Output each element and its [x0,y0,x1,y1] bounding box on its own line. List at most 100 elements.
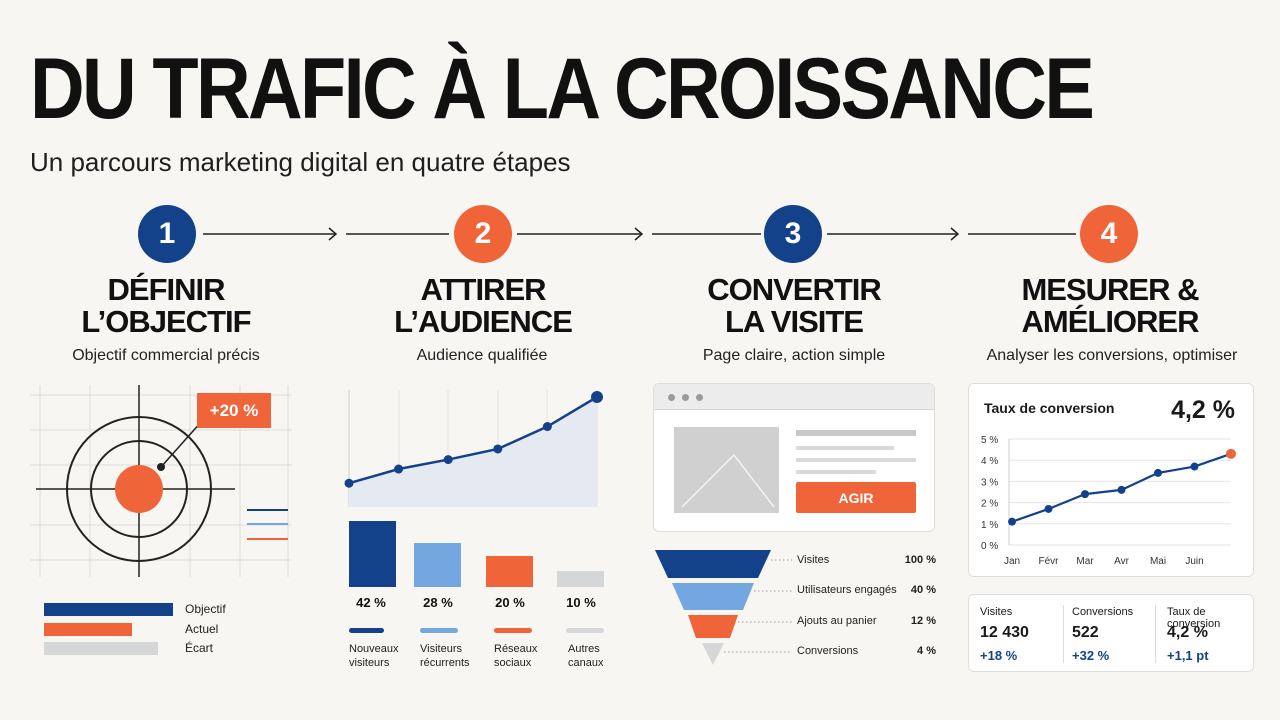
funnel-label-visits: Visites [797,554,830,566]
target-outer-ring [66,416,212,562]
conversion-funnel [655,550,792,665]
step-3-title: CONVERTIR LA VISITE [707,272,882,339]
y-tick-label: 1 % [981,520,998,531]
bar-pct-returning: 28 % [423,595,453,610]
conversion-rate-card: Taux de conversion 4,2 % 0 % 1 % 2 % 3 % 4 %… [968,383,1254,577]
step-4-subtitle: Analyser les conversions, optimiser [986,347,1238,364]
image-placeholder-icon [674,427,779,513]
target-bullseye [115,465,163,513]
x-tick-label: Avr [1114,556,1129,567]
step-flow-arrows [203,227,1076,241]
legend-objective: Objectif [185,602,226,616]
funnel-stage-cart [688,615,738,638]
page-title: DU TRAFIC À LA CROISSANCE [30,41,1095,137]
step-2-subtitle: Audience qualifiée [416,347,548,364]
kpi-visits-delta: +18 % [980,648,1018,663]
kpi-visits-value: 12 430 [980,624,1029,641]
x-tick-label: Mar [1076,556,1094,567]
kpi-rate-value: 4,2 % [1167,624,1208,641]
gap-bar [44,642,158,655]
kpi-rate-label: Taux de conversion [1167,606,1221,630]
target-illustration [30,385,292,577]
funnel-label-conversions: Conversions [797,645,859,657]
rate-point [1044,504,1053,513]
step-3-subtitle: Page claire, action simple [702,347,886,364]
kpi-conversions-label: Conversions [1072,606,1134,618]
x-tick-label: Juin [1185,556,1203,567]
y-tick-label: 4 % [981,456,998,467]
kpi-conversions-value: 522 [1072,624,1099,641]
audience-bar [486,555,533,587]
y-tick-label: 0 % [981,541,998,552]
y-tick-label: 3 % [981,477,998,488]
x-tick-label: Jan [1004,556,1020,567]
audience-bar [414,543,461,587]
kpi-summary-card: Visites 12 430 +18 % Conversions 522 +32… [968,594,1254,672]
bar-pct-new: 42 % [356,595,386,610]
legend-actual: Actuel [185,622,219,636]
audience-bar [557,571,604,587]
funnel-label-cart: Ajouts au panier [797,615,877,627]
step-3-badge: 3 [764,205,822,263]
funnel-stage-conversions [702,643,724,665]
audience-bar [349,521,396,587]
rate-point [1190,462,1199,471]
x-tick-label: Mai [1150,556,1166,567]
funnel-pct-conversions: 4 % [917,645,936,657]
bar-pct-other: 10 % [566,595,596,610]
actual-bar [44,623,132,636]
trend-point [344,478,354,488]
rate-point [1081,490,1089,499]
trend-point [443,455,453,465]
y-tick-label: 2 % [981,499,998,510]
page-subtitle: Un parcours marketing digital en quatre … [30,147,571,177]
funnel-stage-engaged [672,583,754,610]
funnel-stage-visits [655,550,771,578]
kpi-visits-label: Visites [980,606,1013,618]
step-1-title: DÉFINIR L’OBJECTIF [81,272,251,339]
step-2-title: ATTIRER L’AUDIENCE [394,272,573,339]
legend-label-returning: Visiteurs récurrents [420,643,470,669]
headline-rate: 4,2 % [1171,396,1235,424]
legend-label-social: Réseaux sociaux [494,643,538,669]
x-tick-label: Févr [1039,556,1060,567]
funnel-pct-engaged: 40 % [910,584,936,596]
target-middle-ring [90,440,188,538]
audience-trend-chart [344,390,603,507]
bar-pct-social: 20 % [495,595,525,610]
rate-point [1008,517,1016,526]
step-4-title: MESURER & AMÉLIORER [1021,272,1199,339]
legend-swatch-other [566,628,604,633]
growth-target-badge: +20 % [197,393,271,428]
legend-gap: Écart [185,641,214,655]
legend-swatch-social [494,628,532,633]
trend-point [493,444,503,454]
funnel-pct-visits: 100 % [904,554,936,566]
browser-toolbar [654,384,934,410]
landing-page-mockup: AGIR [653,383,935,532]
trend-point [542,422,552,432]
legend-label-other: Autres canaux [568,643,604,669]
funnel-label-engaged: Utilisateurs engagés [797,584,897,596]
cta-button[interactable]: AGIR [796,482,916,513]
objective-bar [44,603,173,616]
chart-title: Taux de conversion [984,400,1115,416]
step-4-badge: 4 [1080,205,1138,263]
funnel-pct-cart: 12 % [910,615,936,627]
trend-area [349,397,597,507]
y-tick-label: 5 % [981,435,998,446]
step-2-badge: 2 [454,205,512,263]
kpi-conversions-delta: +32 % [1072,648,1110,663]
rate-point [1226,448,1236,459]
legend-swatch-returning [420,628,458,633]
step-1-badge: 1 [138,205,196,263]
rate-point [1154,468,1162,477]
legend-swatch-new [349,628,384,633]
rate-point [1117,485,1126,494]
trend-point [591,391,603,403]
trend-point [394,464,404,474]
step-1-subtitle: Objectif commercial précis [72,347,260,364]
conversion-rate-chart: 0 % 1 % 2 % 3 % 4 % 5 % Jan Févr Mar Avr Mai Juin [981,435,1236,567]
legend-label-new: Nouveaux visiteurs [349,643,399,669]
kpi-rate-delta: +1,1 pt [1167,648,1209,663]
